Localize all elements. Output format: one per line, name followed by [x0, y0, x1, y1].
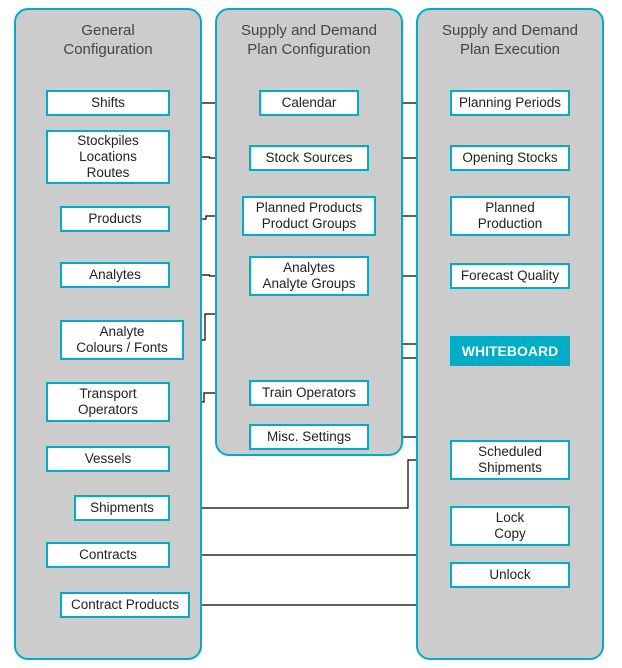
diagram-canvas: General Configuration Supply and Demand P… — [0, 0, 622, 668]
node-lock_copy: Lock Copy — [450, 506, 570, 546]
column-title: Supply and Demand Plan Configuration — [241, 22, 377, 60]
node-misc: Misc. Settings — [249, 424, 369, 450]
node-calendar: Calendar — [259, 90, 359, 116]
node-contract_prod: Contract Products — [60, 592, 190, 618]
node-train_op: Train Operators — [249, 380, 369, 406]
node-analyte_col: Analyte Colours / Fonts — [60, 320, 184, 360]
node-sched_ship: Scheduled Shipments — [450, 440, 570, 480]
node-unlock: Unlock — [450, 562, 570, 588]
node-shifts: Shifts — [46, 90, 170, 116]
node-stock_src: Stock Sources — [249, 145, 369, 171]
node-analyte_grp: Analytes Analyte Groups — [249, 256, 369, 296]
node-forecast_q: Forecast Quality — [450, 263, 570, 289]
node-whiteboard: WHITEBOARD — [450, 336, 570, 366]
node-shipments: Shipments — [74, 495, 170, 521]
node-planned_prod: Planned Products Product Groups — [242, 196, 376, 236]
node-products: Products — [60, 206, 170, 232]
column-title: General Configuration — [63, 22, 152, 60]
node-open_stocks: Opening Stocks — [450, 145, 570, 171]
node-plan_periods: Planning Periods — [450, 90, 570, 116]
node-stockpiles: Stockpiles Locations Routes — [46, 130, 170, 184]
edge-shipments-to-sched_ship — [170, 460, 450, 508]
column-title: Supply and Demand Plan Execution — [442, 22, 578, 60]
node-vessels: Vessels — [46, 446, 170, 472]
node-transport_op: Transport Operators — [46, 382, 170, 422]
node-contracts: Contracts — [46, 542, 170, 568]
node-analytes: Analytes — [60, 262, 170, 288]
node-planned_prodn: Planned Production — [450, 196, 570, 236]
